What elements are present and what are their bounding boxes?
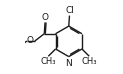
Text: CH₃: CH₃ xyxy=(40,57,56,66)
Text: N: N xyxy=(65,59,72,68)
Text: Cl: Cl xyxy=(65,6,74,15)
Text: O: O xyxy=(27,36,34,45)
Text: CH₃: CH₃ xyxy=(82,57,97,66)
Text: O: O xyxy=(41,13,48,22)
